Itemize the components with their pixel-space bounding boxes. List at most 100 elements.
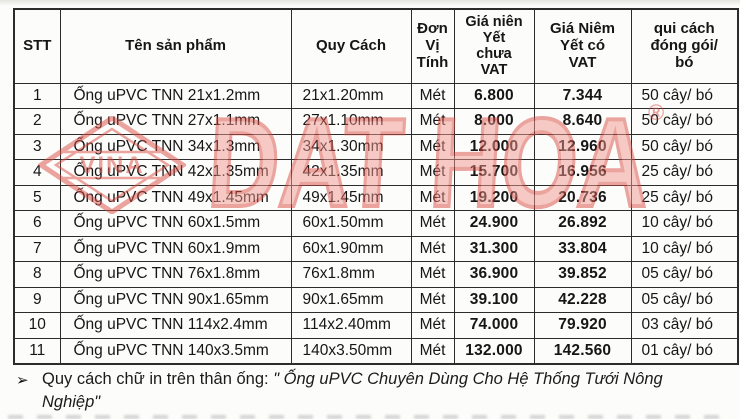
cell-spec: 90x1.65mm	[290, 286, 412, 313]
cell-spec: 76x1.8mm	[290, 261, 412, 288]
cell-packing: 01 cây/ bó	[630, 337, 739, 364]
note-arrow-bullet-icon: ➢	[16, 372, 29, 389]
cell-price-no-vat: 31.300	[453, 235, 535, 262]
cell-product-name: Ống uPVC TNN 49x1.45mm	[59, 184, 292, 211]
cell-unit: Mét	[410, 235, 455, 262]
cell-spec: 60x1.90mm	[290, 235, 412, 262]
cell-stt: 6	[13, 210, 61, 237]
cell-packing: 25 cây/ bó	[630, 159, 739, 186]
cell-stt: 11	[13, 337, 61, 364]
table-row: 9 Ống uPVC TNN 90x1.65mm 90x1.65mm Mét 3…	[13, 286, 739, 313]
cell-stt: 1	[13, 82, 61, 109]
cell-unit: Mét	[410, 133, 455, 160]
cell-price-no-vat: 24.900	[453, 210, 535, 237]
cell-spec: 140x3.50mm	[290, 337, 412, 364]
note-quoted-text: " Ống uPVC Chuyên Dùng Cho Hệ Thống Tưới…	[42, 370, 663, 411]
cell-packing: 10 cây/ bó	[630, 210, 739, 237]
cell-packing: 50 cây/ bó	[630, 108, 739, 135]
cell-price-no-vat: 132.000	[453, 337, 535, 364]
cell-product-name: Ống uPVC TNN 21x1.2mm	[59, 82, 292, 109]
cell-spec: 49x1.45mm	[290, 184, 412, 211]
header-price-vat: Giá Niêm Yết có VAT	[533, 8, 632, 84]
cell-packing: 10 cây/ bó	[630, 235, 739, 262]
cell-spec: 114x2.40mm	[290, 312, 412, 339]
cell-spec: 42x1.35mm	[290, 159, 412, 186]
header-packing: qui cách đóng gói/ bó	[630, 8, 739, 84]
cell-product-name: Ống uPVC TNN 60x1.9mm	[59, 235, 292, 262]
cell-product-name: Ống uPVC TNN 140x3.5mm	[59, 337, 292, 364]
cell-unit: Mét	[410, 108, 455, 135]
cell-price-vat: 7.344	[533, 82, 632, 109]
table-header-row: STT Tên sản phẩm Quy Cách Đơn Vị Tính Gi…	[13, 8, 739, 84]
table-row: 8 Ống uPVC TNN 76x1.8mm 76x1.8mm Mét 36.…	[13, 261, 739, 288]
cell-product-name: Ống uPVC TNN 42x1.35mm	[59, 159, 292, 186]
footer-note: Quy cách chữ in trên thân ống: " Ống uPV…	[42, 368, 718, 414]
header-spec: Quy Cách	[290, 8, 412, 84]
price-table: STT Tên sản phẩm Quy Cách Đơn Vị Tính Gi…	[13, 8, 739, 365]
cell-packing: 50 cây/ bó	[630, 82, 739, 109]
cell-spec: 27x1.10mm	[290, 108, 412, 135]
cell-product-name: Ống uPVC TNN 27x1.1mm	[59, 108, 292, 135]
table-row: 1 Ống uPVC TNN 21x1.2mm 21x1.20mm Mét 6.…	[13, 82, 739, 109]
cell-price-no-vat: 36.900	[453, 261, 535, 288]
cell-stt: 5	[13, 184, 61, 211]
table-row: 10 Ống uPVC TNN 114x2.4mm 114x2.40mm Mét…	[13, 312, 739, 339]
scan-artifact-bottom	[8, 415, 732, 419]
cell-product-name: Ống uPVC TNN 76x1.8mm	[59, 261, 292, 288]
cell-price-no-vat: 8.000	[453, 108, 535, 135]
cell-product-name: Ống uPVC TNN 60x1.5mm	[59, 210, 292, 237]
table-row: 7 Ống uPVC TNN 60x1.9mm 60x1.90mm Mét 31…	[13, 235, 739, 262]
cell-price-vat: 39.852	[533, 261, 632, 288]
table-row: 3 Ống uPVC TNN 34x1.3mm 34x1.30mm Mét 12…	[13, 133, 739, 160]
cell-product-name: Ống uPVC TNN 114x2.4mm	[59, 312, 292, 339]
table-row: 5 Ống uPVC TNN 49x1.45mm 49x1.45mm Mét 1…	[13, 184, 739, 211]
cell-packing: 05 cây/ bó	[630, 286, 739, 313]
cell-unit: Mét	[410, 261, 455, 288]
cell-price-no-vat: 6.800	[453, 82, 535, 109]
table-row: 2 Ống uPVC TNN 27x1.1mm 27x1.10mm Mét 8.…	[13, 108, 739, 135]
cell-packing: 05 cây/ bó	[630, 261, 739, 288]
cell-price-no-vat: 19.200	[453, 184, 535, 211]
cell-price-no-vat: 12.000	[453, 133, 535, 160]
cell-unit: Mét	[410, 286, 455, 313]
cell-stt: 9	[13, 286, 61, 313]
table-row: 6 Ống uPVC TNN 60x1.5mm 60x1.50mm Mét 24…	[13, 210, 739, 237]
cell-packing: 03 cây/ bó	[630, 312, 739, 339]
scan-artifact-top	[0, 0, 740, 6]
cell-price-no-vat: 74.000	[453, 312, 535, 339]
header-product: Tên sản phẩm	[59, 8, 292, 84]
header-unit: Đơn Vị Tính	[410, 8, 455, 84]
cell-product-name: Ống uPVC TNN 34x1.3mm	[59, 133, 292, 160]
cell-spec: 60x1.50mm	[290, 210, 412, 237]
cell-unit: Mét	[410, 159, 455, 186]
cell-price-vat: 79.920	[533, 312, 632, 339]
cell-stt: 2	[13, 108, 61, 135]
cell-stt: 10	[13, 312, 61, 339]
cell-spec: 34x1.30mm	[290, 133, 412, 160]
cell-stt: 7	[13, 235, 61, 262]
table-row: 4 Ống uPVC TNN 42x1.35mm 42x1.35mm Mét 1…	[13, 159, 739, 186]
cell-unit: Mét	[410, 184, 455, 211]
cell-price-vat: 16.956	[533, 159, 632, 186]
cell-price-vat: 8.640	[533, 108, 632, 135]
table-body: 1 Ống uPVC TNN 21x1.2mm 21x1.20mm Mét 6.…	[13, 82, 739, 364]
cell-spec: 21x1.20mm	[290, 82, 412, 109]
cell-unit: Mét	[410, 312, 455, 339]
cell-price-vat: 33.804	[533, 235, 632, 262]
header-price-no-vat: Giá niên Yết chưa VAT	[453, 8, 535, 84]
cell-price-vat: 142.560	[533, 337, 632, 364]
cell-price-no-vat: 39.100	[453, 286, 535, 313]
header-stt: STT	[13, 8, 61, 84]
cell-packing: 25 cây/ bó	[630, 184, 739, 211]
cell-packing: 50 cây/ bó	[630, 133, 739, 160]
cell-unit: Mét	[410, 82, 455, 109]
note-prefix: Quy cách chữ in trên thân ống:	[42, 370, 274, 388]
cell-price-no-vat: 15.700	[453, 159, 535, 186]
cell-price-vat: 42.228	[533, 286, 632, 313]
table-row: 11 Ống uPVC TNN 140x3.5mm 140x3.50mm Mét…	[13, 337, 739, 364]
cell-stt: 8	[13, 261, 61, 288]
cell-price-vat: 26.892	[533, 210, 632, 237]
cell-price-vat: 20.736	[533, 184, 632, 211]
cell-unit: Mét	[410, 210, 455, 237]
